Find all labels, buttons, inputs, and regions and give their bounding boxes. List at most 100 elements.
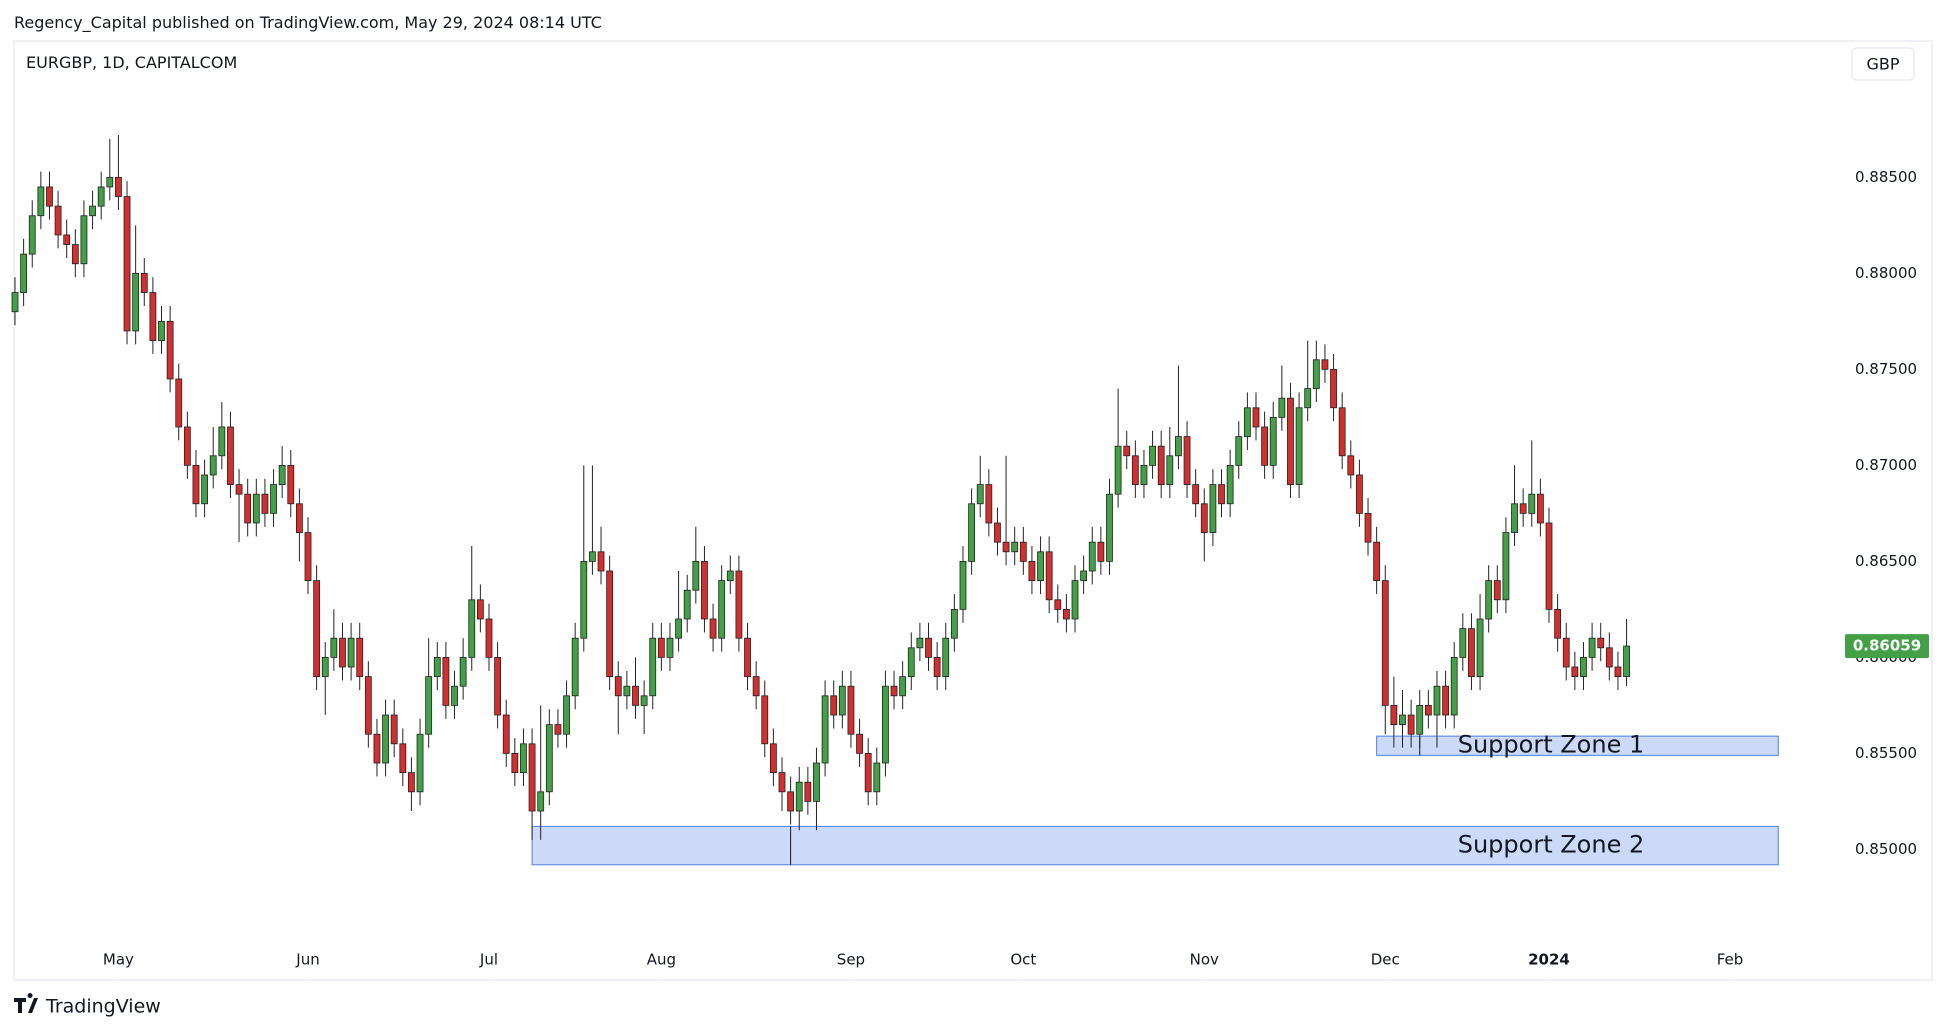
candle-body	[1304, 388, 1312, 409]
candle-body	[813, 762, 820, 802]
candle-body	[1252, 407, 1260, 428]
candle-body	[821, 695, 829, 764]
candle-body	[1597, 637, 1605, 649]
candle-body	[149, 292, 157, 341]
candle-body	[1175, 436, 1182, 457]
candle-body	[1347, 455, 1355, 476]
candle-body	[451, 685, 458, 706]
candle-body	[1485, 580, 1493, 620]
candle-body	[408, 772, 415, 793]
candle-body	[683, 589, 691, 620]
currency-box[interactable]	[1851, 47, 1915, 81]
y-tick-label: 0.88000	[1855, 264, 1917, 282]
candle-body	[864, 753, 872, 793]
candle-body	[1511, 503, 1518, 533]
support-zone-label: Support Zone 1	[1458, 731, 1645, 759]
x-tick-label: Aug	[647, 951, 676, 969]
candle-body	[1269, 416, 1277, 466]
candle-body	[132, 272, 140, 332]
candle-body	[882, 685, 889, 764]
candle-body	[520, 743, 527, 774]
candle-body	[192, 464, 200, 505]
candle-body	[1312, 359, 1320, 389]
candle-body	[1416, 705, 1424, 735]
candle-body	[1209, 484, 1217, 533]
candle-body	[1468, 628, 1475, 678]
candle-body	[1149, 445, 1156, 466]
candle-body	[640, 695, 648, 706]
candle-body	[1200, 503, 1208, 533]
candle-body	[1019, 541, 1027, 562]
candle-body	[761, 695, 769, 745]
candle-body	[873, 762, 881, 793]
candle-body	[692, 560, 700, 591]
candle-body	[494, 656, 502, 716]
symbol-title: EURGBP, 1D, CAPITALCOM	[26, 53, 237, 72]
candle-body	[554, 724, 562, 735]
candle-body	[1433, 685, 1441, 716]
candle-body	[1502, 532, 1510, 601]
candle-body	[959, 560, 967, 610]
candle-body	[364, 676, 372, 735]
x-tick-label: 2024	[1528, 951, 1570, 969]
candle-body	[1080, 570, 1088, 581]
candle-body	[778, 772, 786, 793]
candle-body	[1442, 685, 1449, 716]
candle-body	[261, 493, 269, 514]
candle-body	[795, 781, 803, 812]
candle-body	[1390, 705, 1398, 726]
candle-body	[942, 637, 950, 678]
x-tick-label: Sep	[837, 951, 865, 969]
candle-body	[330, 637, 338, 658]
candle-body	[46, 186, 53, 207]
candle-body	[347, 637, 355, 668]
candle-body	[589, 551, 596, 562]
candle-body	[1097, 541, 1105, 562]
candle-body	[158, 320, 165, 341]
candle-body	[390, 714, 398, 745]
candle-body	[1321, 359, 1329, 370]
candle-body	[709, 618, 717, 639]
candle-body	[1459, 628, 1467, 658]
candle-body	[1614, 666, 1622, 678]
candle-body	[1571, 666, 1579, 678]
candle-body	[201, 474, 208, 505]
candle-body	[1071, 580, 1079, 620]
candle-body	[425, 676, 433, 735]
brand-name: TradingView	[45, 996, 161, 1018]
candle-body	[278, 464, 286, 485]
candle-body	[847, 685, 855, 735]
candle-body	[485, 618, 493, 658]
candle-body	[950, 608, 958, 639]
candle-body	[985, 484, 993, 524]
candle-body	[321, 656, 329, 678]
candle-body	[787, 791, 795, 812]
candle-body	[235, 484, 243, 495]
candle-body	[968, 503, 975, 562]
candle-body	[1356, 474, 1363, 514]
candle-body	[1580, 656, 1587, 678]
candle-body	[304, 532, 312, 581]
candle-body	[1011, 541, 1019, 553]
candle-body	[97, 186, 105, 207]
candle-body	[1554, 608, 1562, 639]
candle-body	[1062, 608, 1070, 620]
candle-body	[1536, 493, 1544, 524]
candle-body	[1261, 426, 1269, 466]
candle-body	[71, 244, 79, 265]
candle-body	[614, 676, 622, 697]
candle-body	[632, 685, 639, 706]
candle-body	[994, 522, 1001, 543]
candle-body	[1166, 455, 1174, 485]
x-tick-label: Dec	[1371, 951, 1400, 969]
y-tick-label: 0.87500	[1855, 360, 1917, 378]
candle-body	[925, 637, 932, 658]
candle-body	[106, 176, 114, 188]
candle-body	[209, 455, 217, 476]
candle-body	[1106, 493, 1113, 562]
candle-body	[804, 781, 812, 802]
candle-body	[1287, 397, 1294, 485]
candle-body	[675, 618, 682, 639]
candle-body	[1373, 541, 1381, 581]
candle-body	[1588, 637, 1596, 658]
